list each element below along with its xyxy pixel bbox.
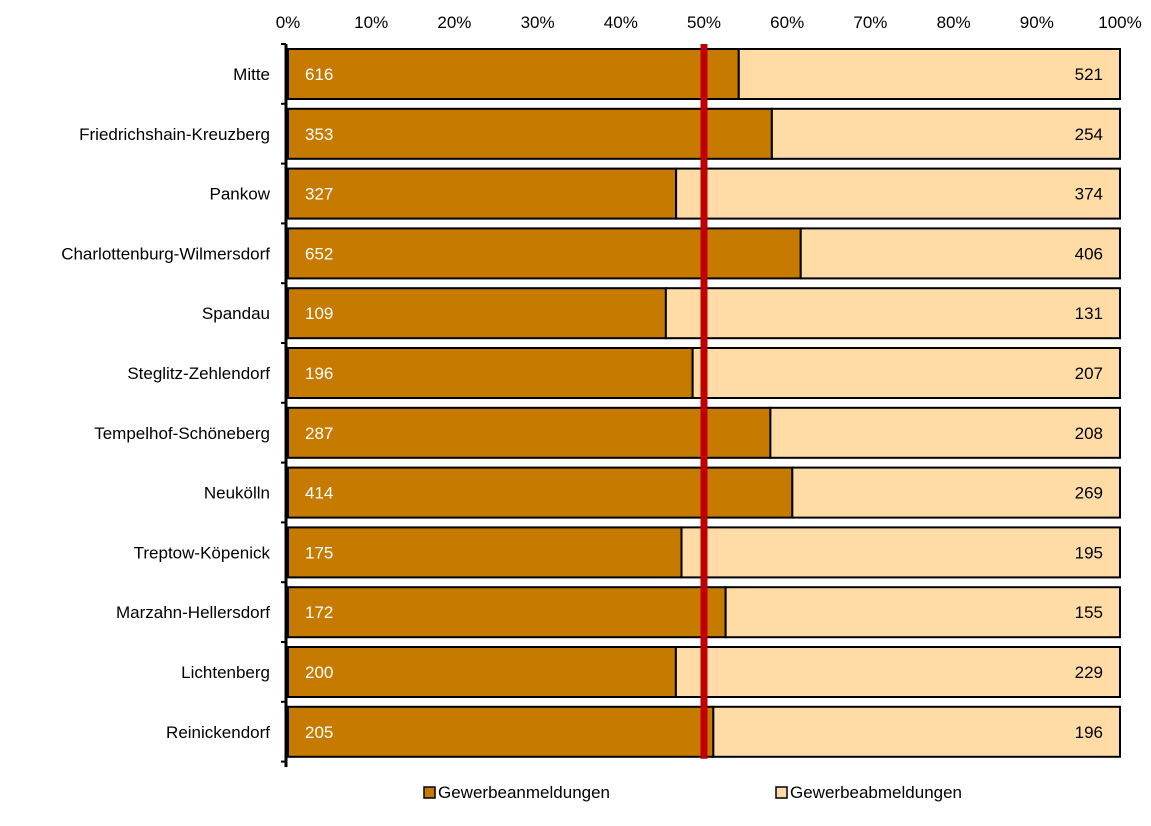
category-label: Pankow: [210, 185, 271, 204]
bar-gewerbeanmeldungen: [287, 586, 727, 639]
x-tick-label: 50%: [687, 13, 721, 32]
bar-gewerbeanmeldungen: [287, 705, 715, 758]
bar-gewerbeabmeldungen: [675, 167, 1121, 220]
x-tick-label: 100%: [1098, 13, 1141, 32]
category-label: Tempelhof-Schöneberg: [94, 424, 270, 443]
x-tick-label: 60%: [770, 13, 804, 32]
data-labels: 616 521 353 254 327 374 652 406 109 131 196 207 287 2…: [305, 65, 1103, 742]
data-label-anmeldungen: 172: [305, 603, 333, 622]
bar-gewerbeabmeldungen: [737, 48, 1121, 100]
bar-gewerbeanmeldungen: [287, 466, 794, 519]
x-axis: 0% 10% 20% 30% 40% 50% 60% 70% 80% 90% 100%: [276, 13, 1142, 767]
x-tick-label: 70%: [853, 13, 887, 32]
x-tick-label: 80%: [937, 13, 971, 32]
data-label-anmeldungen: 414: [305, 484, 333, 503]
data-label-anmeldungen: 287: [305, 424, 333, 443]
data-label-abmeldungen: 196: [1075, 723, 1103, 742]
bar-gewerbeanmeldungen: [287, 287, 667, 340]
bar-gewerbeanmeldungen: [287, 347, 694, 399]
category-label: Steglitz-Zehlendorf: [127, 364, 270, 383]
category-label: Lichtenberg: [181, 663, 270, 682]
bars: [287, 48, 1121, 758]
x-tick-label: 20%: [437, 13, 471, 32]
x-tick-label: 30%: [521, 13, 555, 32]
data-label-anmeldungen: 327: [305, 185, 333, 204]
data-label-anmeldungen: 196: [305, 364, 333, 383]
x-tick-label: 0%: [276, 13, 301, 32]
bar-gewerbeabmeldungen: [674, 646, 1121, 698]
data-label-abmeldungen: 374: [1075, 185, 1103, 204]
bar-gewerbeabmeldungen: [680, 526, 1121, 579]
category-label: Reinickendorf: [166, 723, 270, 742]
category-label: Friedrichshain-Kreuzberg: [79, 125, 270, 144]
y-axis-labels: Mitte Friedrichshain-Kreuzberg Pankow Charl…: [61, 65, 271, 742]
bar-gewerbeabmeldungen: [791, 466, 1121, 519]
legend-swatch: [775, 786, 788, 799]
data-label-abmeldungen: 254: [1075, 125, 1103, 144]
bar-gewerbeanmeldungen: [287, 646, 677, 698]
data-label-abmeldungen: 155: [1075, 603, 1103, 622]
data-label-abmeldungen: 208: [1075, 424, 1103, 443]
category-label: Treptow-Köpenick: [134, 543, 271, 562]
legend: Gewerbeanmeldungen Gewerbeabmeldungen: [423, 783, 962, 802]
bar-gewerbeabmeldungen: [724, 586, 1121, 639]
data-label-abmeldungen: 207: [1075, 364, 1103, 383]
data-label-abmeldungen: 406: [1075, 244, 1103, 263]
bar-gewerbeanmeldungen: [287, 48, 740, 100]
data-label-anmeldungen: 205: [305, 723, 333, 742]
legend-swatch: [423, 786, 436, 799]
bar-gewerbeabmeldungen: [712, 705, 1121, 758]
category-label: Marzahn-Hellersdorf: [116, 603, 270, 622]
data-label-anmeldungen: 109: [305, 304, 333, 323]
category-label: Spandau: [202, 304, 270, 323]
bar-gewerbeanmeldungen: [287, 107, 773, 160]
category-label: Charlottenburg-Wilmersdorf: [61, 244, 270, 263]
bar-gewerbeabmeldungen: [770, 107, 1121, 160]
data-label-anmeldungen: 200: [305, 663, 333, 682]
data-label-abmeldungen: 269: [1075, 484, 1103, 503]
bar-gewerbeabmeldungen: [664, 287, 1121, 340]
data-label-abmeldungen: 521: [1075, 65, 1103, 84]
data-label-abmeldungen: 229: [1075, 663, 1103, 682]
bar-gewerbeanmeldungen: [287, 526, 683, 579]
legend-label: Gewerbeanmeldungen: [438, 783, 610, 802]
category-label: Neukölln: [204, 484, 270, 503]
data-label-abmeldungen: 195: [1075, 543, 1103, 562]
bar-gewerbeabmeldungen: [769, 406, 1121, 459]
data-label-anmeldungen: 353: [305, 125, 333, 144]
bar-gewerbeabmeldungen: [691, 347, 1121, 399]
bar-gewerbeabmeldungen: [799, 227, 1121, 280]
x-tick-label: 40%: [604, 13, 638, 32]
bar-gewerbeanmeldungen: [287, 406, 772, 459]
data-label-anmeldungen: 652: [305, 244, 333, 263]
bar-gewerbeanmeldungen: [287, 167, 678, 220]
category-label: Mitte: [233, 65, 270, 84]
legend-label: Gewerbeabmeldungen: [790, 783, 962, 802]
bar-gewerbeanmeldungen: [287, 227, 802, 280]
data-label-anmeldungen: 616: [305, 65, 333, 84]
data-label-anmeldungen: 175: [305, 543, 333, 562]
x-tick-label: 10%: [354, 13, 388, 32]
x-tick-label: 90%: [1020, 13, 1054, 32]
data-label-abmeldungen: 131: [1075, 304, 1103, 323]
